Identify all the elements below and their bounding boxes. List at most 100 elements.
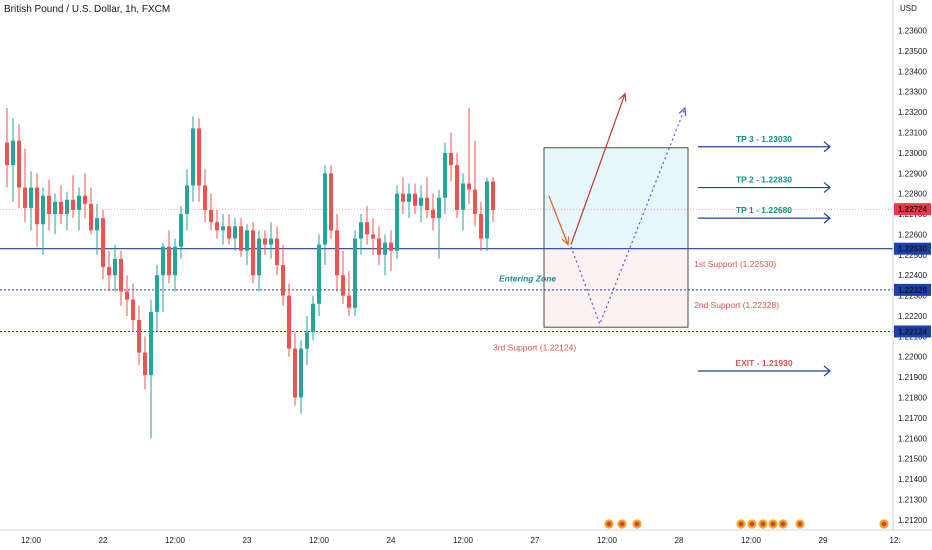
candle: [209, 193, 213, 231]
candle: [443, 142, 447, 215]
time-tick-label: 22: [99, 536, 108, 545]
candle-body: [53, 201, 57, 215]
event-flag-icon: [735, 518, 747, 530]
candle: [347, 271, 351, 316]
candle: [455, 152, 459, 219]
price-badge-label: 1.22124: [898, 327, 927, 336]
candle-body: [449, 152, 453, 166]
candle: [353, 230, 357, 316]
candle: [221, 214, 225, 245]
candle-body: [17, 140, 21, 188]
price-badge: [894, 283, 931, 296]
candle: [383, 234, 387, 276]
take-profit-1-label: TP 1 - 1.22680: [736, 205, 792, 215]
candle-body: [185, 185, 189, 215]
candle: [89, 187, 93, 235]
candle: [401, 177, 405, 215]
arrow-right-icon: [823, 141, 831, 153]
event-flag-icon: [878, 518, 890, 530]
event-flag-icon: [777, 518, 789, 530]
candle: [479, 201, 483, 251]
candle-body: [371, 234, 375, 239]
arrowhead-icon: [678, 106, 687, 117]
exit-label: EXIT - 1.21930: [735, 358, 792, 368]
candle-body: [359, 222, 363, 239]
candle-body: [443, 152, 447, 198]
candle: [113, 244, 117, 292]
candle-body: [455, 165, 459, 210]
candle-body: [305, 332, 309, 349]
time-tick-label: 12:00: [309, 536, 330, 545]
candle: [287, 283, 291, 357]
price-tick-label: 1.23600: [898, 27, 927, 36]
arrowhead-icon: [561, 236, 570, 246]
candle: [161, 242, 165, 312]
candle-body: [35, 187, 39, 225]
candle: [323, 165, 327, 265]
projection-path-2: [570, 93, 626, 245]
candle: [17, 124, 21, 208]
trade-box: [543, 147, 689, 328]
candle-body: [467, 183, 471, 190]
time-tick-label: 12:00: [453, 536, 474, 545]
candle: [173, 238, 177, 292]
candle-body: [407, 193, 411, 202]
candle: [269, 222, 273, 259]
price-tick-label: 1.22600: [898, 230, 927, 239]
candle: [95, 203, 99, 255]
stop-zone: [544, 248, 688, 328]
take-profit-3-label: TP 3 - 1.23030: [736, 134, 792, 144]
candle-body: [311, 303, 315, 333]
price-tick-label: 1.21200: [898, 516, 927, 525]
candle-body: [221, 226, 225, 231]
candle-body: [275, 238, 279, 265]
candle-body: [173, 246, 177, 276]
candle: [227, 214, 231, 245]
candle: [257, 230, 261, 292]
candle-body: [401, 193, 405, 202]
candle-body: [413, 193, 417, 206]
price-tick-label: 1.22800: [898, 190, 927, 199]
candle: [425, 177, 429, 219]
currency-label: USD: [900, 4, 917, 13]
time-tick-label: 29: [819, 536, 828, 545]
candle-body: [155, 275, 159, 312]
candle: [155, 265, 159, 333]
candle: [263, 230, 267, 255]
candle: [65, 191, 69, 231]
candle: [11, 118, 15, 202]
price-badge: [894, 203, 931, 216]
time-tick-label: 24: [387, 536, 396, 545]
candle: [449, 132, 453, 182]
event-flag-icon: [794, 518, 806, 530]
take-profit-2-label: TP 2 - 1.22830: [736, 175, 792, 185]
candle-body: [251, 230, 255, 276]
candle-body: [335, 230, 339, 276]
candle: [389, 230, 393, 272]
candle-body: [473, 189, 477, 215]
candle: [53, 193, 57, 235]
candle: [377, 226, 381, 265]
candle: [83, 173, 87, 219]
candle: [77, 187, 81, 231]
candle: [179, 205, 183, 259]
candle-body: [29, 187, 33, 208]
candle-body: [197, 128, 201, 186]
price-tick-label: 1.21700: [898, 414, 927, 423]
candle-body: [329, 173, 333, 231]
candle-body: [119, 258, 123, 292]
candle: [131, 283, 135, 333]
candle-body: [425, 197, 429, 210]
candle: [293, 332, 297, 406]
price-tick-label: 1.22300: [898, 292, 927, 301]
candle-body: [293, 348, 297, 398]
event-flag-icon: [746, 518, 758, 530]
candle-body: [161, 246, 165, 276]
candle-body: [419, 197, 423, 206]
candle: [299, 340, 303, 414]
arrow-right-icon: [823, 182, 831, 193]
candle: [251, 222, 255, 284]
price-tick-label: 1.23300: [898, 88, 927, 97]
event-flag-icon: [631, 518, 643, 530]
